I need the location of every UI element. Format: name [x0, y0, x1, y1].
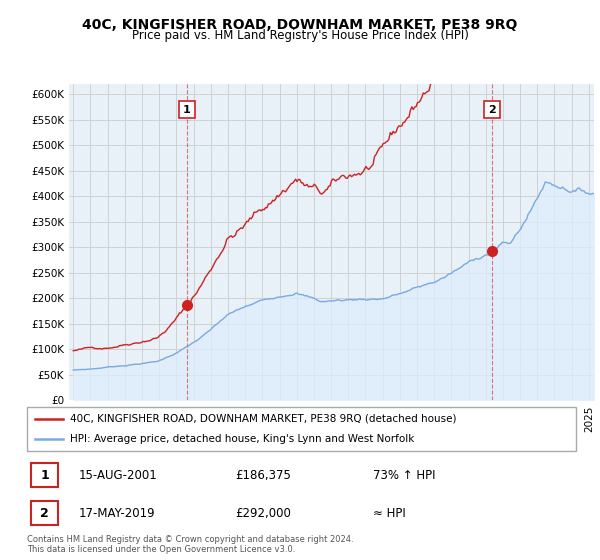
- FancyBboxPatch shape: [27, 407, 576, 451]
- FancyBboxPatch shape: [31, 464, 58, 487]
- FancyBboxPatch shape: [31, 501, 58, 525]
- Text: 40C, KINGFISHER ROAD, DOWNHAM MARKET, PE38 9RQ: 40C, KINGFISHER ROAD, DOWNHAM MARKET, PE…: [82, 18, 518, 32]
- Text: 1: 1: [183, 105, 191, 114]
- Text: Contains HM Land Registry data © Crown copyright and database right 2024.
This d: Contains HM Land Registry data © Crown c…: [27, 535, 353, 554]
- Text: 15-AUG-2001: 15-AUG-2001: [79, 469, 158, 482]
- Text: 40C, KINGFISHER ROAD, DOWNHAM MARKET, PE38 9RQ (detached house): 40C, KINGFISHER ROAD, DOWNHAM MARKET, PE…: [70, 414, 457, 424]
- Text: 2: 2: [40, 507, 49, 520]
- Text: £292,000: £292,000: [236, 507, 292, 520]
- Text: 73% ↑ HPI: 73% ↑ HPI: [373, 469, 436, 482]
- Text: 17-MAY-2019: 17-MAY-2019: [79, 507, 156, 520]
- Text: 1: 1: [40, 469, 49, 482]
- Text: Price paid vs. HM Land Registry's House Price Index (HPI): Price paid vs. HM Land Registry's House …: [131, 29, 469, 42]
- Text: £186,375: £186,375: [236, 469, 292, 482]
- Text: 2: 2: [488, 105, 496, 114]
- Text: HPI: Average price, detached house, King's Lynn and West Norfolk: HPI: Average price, detached house, King…: [70, 434, 414, 444]
- Text: ≈ HPI: ≈ HPI: [373, 507, 406, 520]
